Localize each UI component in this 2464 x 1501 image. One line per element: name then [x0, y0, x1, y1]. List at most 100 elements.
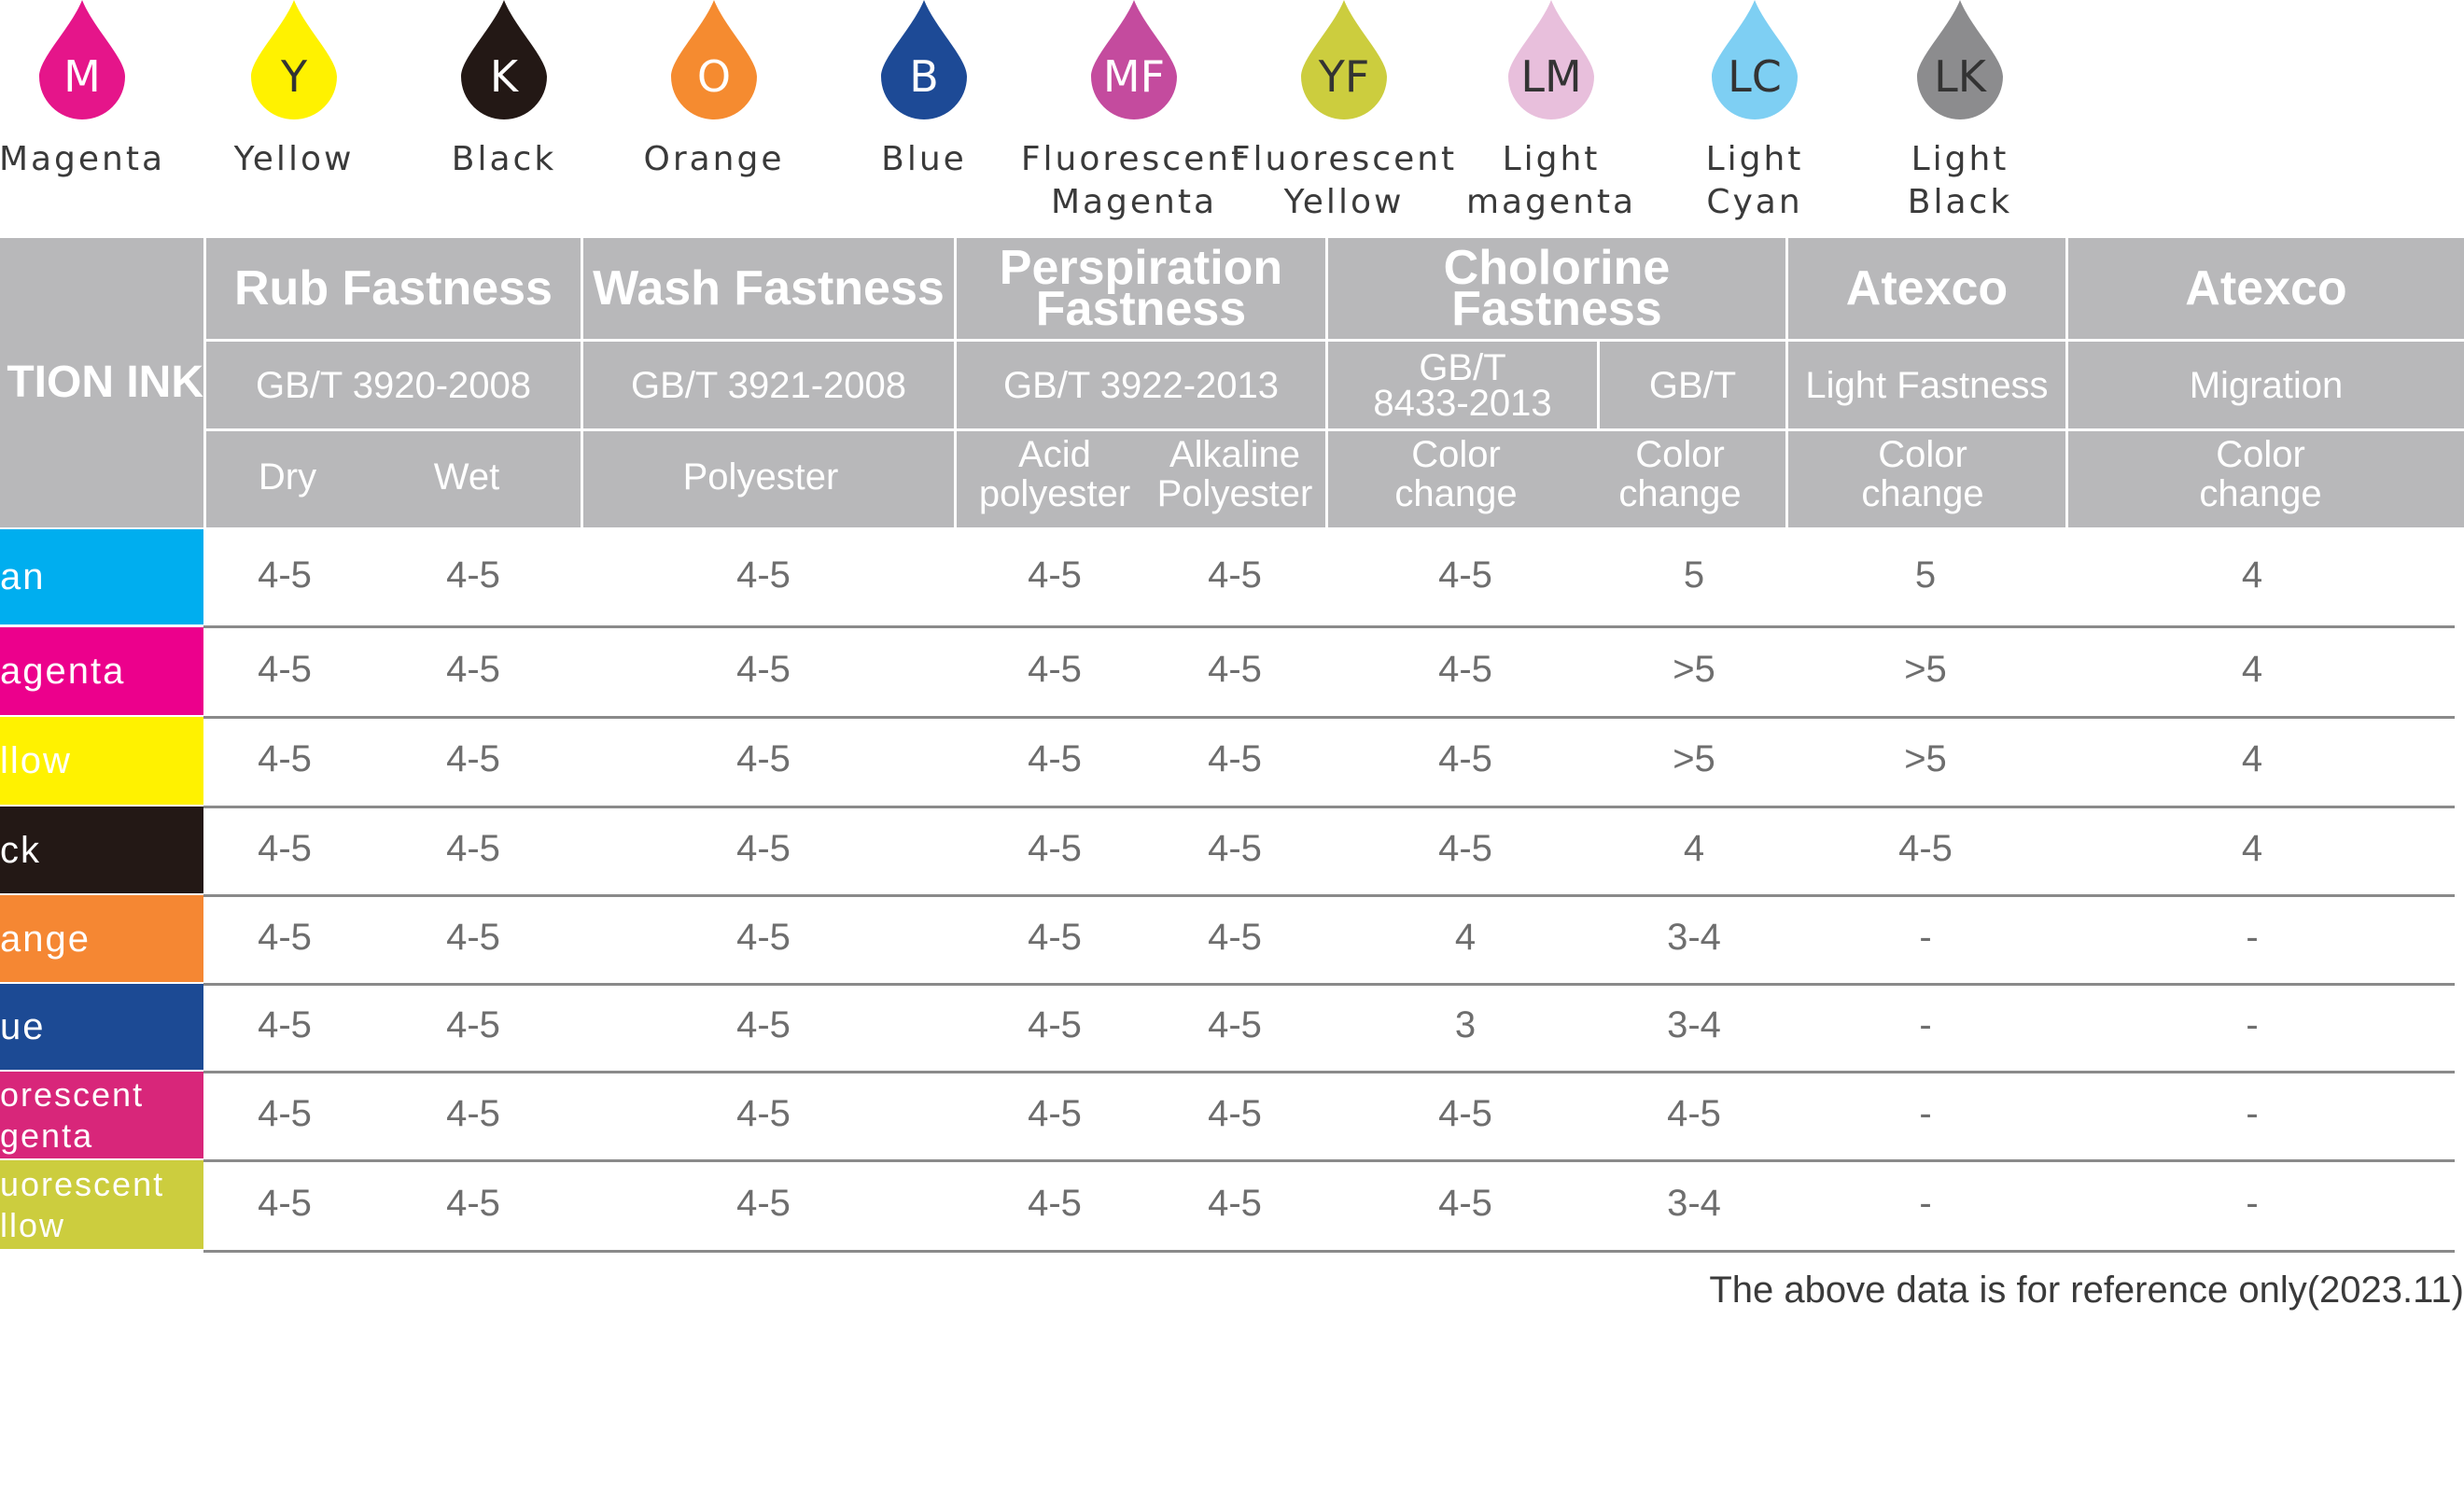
group-title-text: Perspiration Fastness	[999, 241, 1283, 336]
table-cell-value: 3-4	[1667, 916, 1721, 958]
sub-header-label: Wet	[433, 456, 500, 498]
ink-drop-icon	[251, 0, 337, 119]
ink-drop-m: M Magenta	[0, 0, 222, 181]
table-cell-value: 4-5	[258, 1182, 312, 1224]
ink-code: O	[696, 51, 732, 102]
sub-header-label: Color change	[2199, 434, 2322, 514]
standard-chlorine-2: GB/T	[1600, 342, 1785, 428]
standard-chlorine-1: GB/T 8433-2013	[1328, 342, 1597, 428]
table-cell-value: 4	[2241, 649, 2263, 690]
table-cell-value: 4-5	[1028, 554, 1082, 596]
ink-name: Light magenta	[1465, 140, 1637, 221]
table-cell-value: 4-5	[1028, 1092, 1082, 1134]
ink-row-label: an	[0, 529, 203, 624]
standard-wash: GB/T 3921-2008	[583, 342, 954, 428]
ink-drop-o: O Orange	[574, 0, 854, 181]
table-cell-value: 4-5	[736, 916, 791, 958]
table-cell-value: -	[2246, 1092, 2259, 1134]
table-cell-value: 4-5	[736, 1092, 791, 1134]
ink-code: Y	[280, 51, 308, 102]
standard-rub: GB/T 3920-2008	[206, 342, 581, 428]
group-title-atexco-migration: Atexco	[2068, 238, 2464, 339]
ink-drop-icon	[1917, 0, 2003, 119]
standard-text: Migration	[2189, 364, 2344, 406]
table-cell-value: 4-5	[446, 1004, 500, 1045]
table-cell-value: -	[1919, 1182, 1932, 1224]
sub-header-perspiration	[957, 431, 1325, 527]
ink-name: Yellow	[233, 140, 355, 178]
table-cell-value: 4-5	[1208, 916, 1262, 958]
table-cell-value: 3-4	[1667, 1004, 1721, 1045]
table-cell-value: -	[2246, 1004, 2259, 1045]
group-title-text: Cholorine Fastness	[1443, 241, 1671, 336]
ink-row-text: ange	[0, 918, 91, 960]
group-title-text: Atexco	[2185, 261, 2347, 316]
ink-code: LK	[1934, 51, 1986, 102]
ink-code: K	[489, 51, 519, 102]
ink-code: LM	[1520, 51, 1582, 102]
ink-drop-icon	[39, 0, 125, 119]
ink-row-label: ck	[0, 807, 203, 893]
standard-text: GB/T 3922-2013	[1002, 364, 1280, 406]
table-cell-value: 4-5	[258, 1092, 312, 1134]
table-cell-value: 5	[1683, 554, 1705, 596]
ink-name: Fluorescent Magenta	[1020, 140, 1248, 221]
table-cell-value: >5	[1673, 649, 1715, 690]
table-cell-value: 4-5	[1667, 1092, 1721, 1134]
table-cell-value: 4-5	[1438, 1092, 1492, 1134]
standard-text: GB/T 8433-2013	[1373, 346, 1552, 424]
table-cell-value: -	[1919, 1092, 1932, 1134]
table-cell-value: 4	[2241, 827, 2263, 869]
ink-drop-yf: YF Fluorescent Yellow	[1204, 0, 1484, 224]
ink-drop-icon	[1091, 0, 1177, 119]
table-cell-value: 4-5	[446, 554, 500, 596]
table-cell-value: 4	[1683, 827, 1705, 869]
table-cell-value: 4-5	[258, 1004, 312, 1045]
ink-row-label: llow	[0, 717, 203, 805]
ink-row-text: ck	[0, 829, 41, 871]
ink-row-label: ange	[0, 895, 203, 982]
table-cell-value: 4-5	[1208, 1004, 1262, 1045]
table-cell-value: 4-5	[1028, 916, 1082, 958]
table-cell-value: 4-5	[258, 649, 312, 690]
row-divider	[203, 1071, 2455, 1073]
table-cell-value: 4-5	[258, 738, 312, 779]
sub-header-label: Dry	[258, 456, 317, 498]
ink-code: B	[909, 51, 939, 102]
table-cell-value: -	[1919, 1004, 1932, 1045]
table-cell-value: 4-5	[1028, 1182, 1082, 1224]
row-divider	[203, 806, 2455, 808]
standard-text: GB/T	[1648, 364, 1737, 406]
sub-header-atexco-migration	[2068, 431, 2464, 527]
ink-name: Orange	[643, 140, 785, 178]
ink-name: Light Cyan	[1705, 140, 1804, 221]
table-cell-value: 5	[1914, 554, 1937, 596]
sub-header-label: Color change	[1394, 434, 1518, 514]
ink-name: Light Black	[1907, 140, 2013, 221]
table-cell-value: 4-5	[446, 1092, 500, 1134]
ink-row-text: uorescent llow	[0, 1164, 165, 1244]
table-cell-value: 4-5	[1438, 738, 1492, 779]
table-cell-value: 4-5	[736, 1182, 791, 1224]
ink-drop-mf: MF Fluorescent Magenta	[994, 0, 1274, 224]
table-cell-value: 4-5	[1438, 827, 1492, 869]
sub-header-label: Color change	[1618, 434, 1742, 514]
ink-drop-icon	[1301, 0, 1387, 119]
ink-name: Fluorescent Yellow	[1230, 140, 1458, 221]
ink-name: Magenta	[0, 140, 166, 178]
table-cell-value: 4-5	[258, 827, 312, 869]
table-cell-value: 4-5	[446, 649, 500, 690]
ink-row-text: ue	[0, 1006, 46, 1047]
sub-header-atexco-light	[1788, 431, 2065, 527]
row-divider	[203, 1159, 2455, 1162]
table-cell-value: 4-5	[1898, 827, 1953, 869]
ink-row-label: agenta	[0, 627, 203, 715]
table-cell-value: -	[2246, 1182, 2259, 1224]
row-divider	[203, 716, 2455, 719]
ink-code: YF	[1318, 51, 1370, 102]
ink-row-label: ue	[0, 984, 203, 1070]
sub-header-label: Polyester	[682, 456, 839, 498]
ink-code: MF	[1102, 51, 1166, 102]
table-cell-value: 3-4	[1667, 1182, 1721, 1224]
ink-row-text: agenta	[0, 651, 126, 692]
